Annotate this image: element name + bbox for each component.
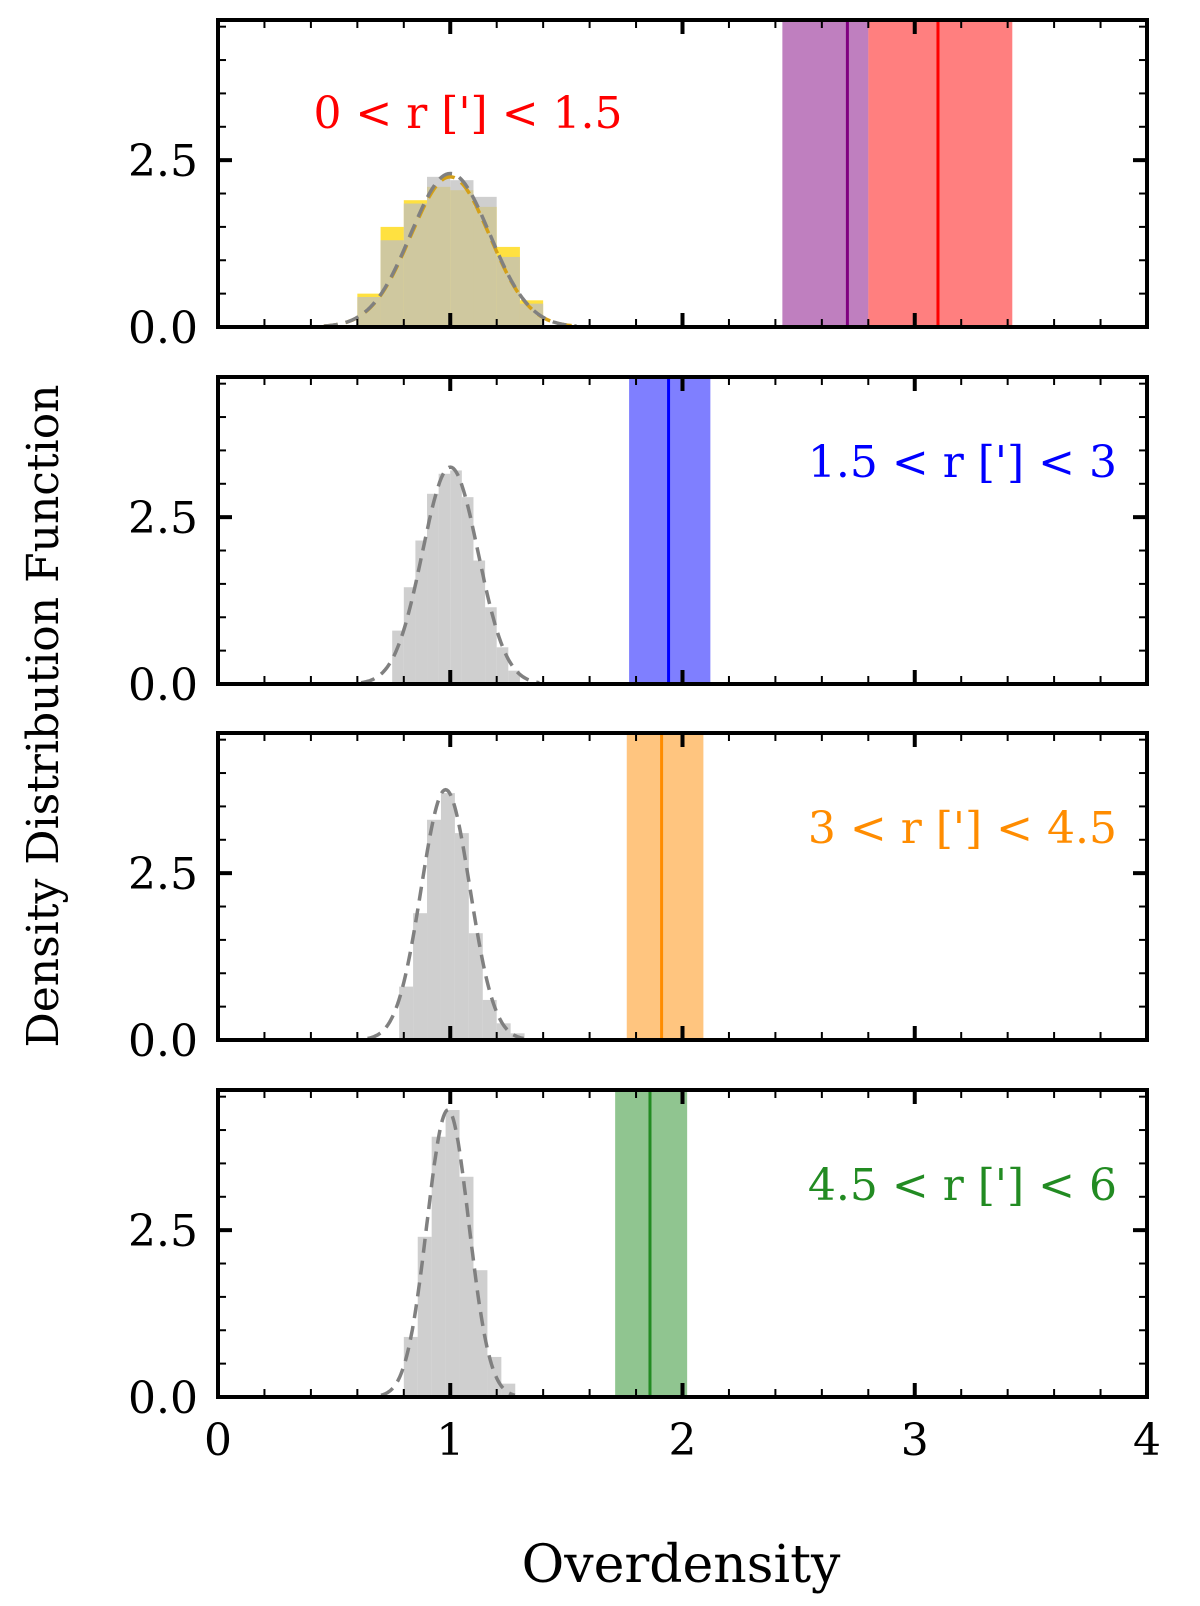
x-tick-label: 4 <box>1133 1415 1161 1466</box>
plot-area <box>380 1090 688 1397</box>
histogram-bar <box>427 819 441 1040</box>
band-range <box>868 20 1013 327</box>
y-tick-label: 2.5 <box>128 1206 198 1257</box>
x-tick-label: 0 <box>204 1415 232 1466</box>
y-tick-label: 0.0 <box>128 303 198 354</box>
histogram-bar <box>392 630 404 684</box>
y-axis-title: Density Distribution Function <box>18 384 69 1047</box>
histogram-bar <box>473 560 486 684</box>
y-tick-label: 0.0 <box>128 1373 198 1424</box>
histogram-bar <box>417 1236 432 1397</box>
panel-2: 0.0 2.5 1.5 < r ['] < 3 <box>128 375 1149 711</box>
y-tick-label: 0.0 <box>128 660 198 711</box>
histogram-bar <box>427 493 439 684</box>
density-curve <box>323 171 577 327</box>
band-range <box>782 20 869 327</box>
y-tick-label: 2.5 <box>128 493 198 544</box>
histogram-bar <box>482 999 497 1040</box>
histogram-bar <box>357 296 381 327</box>
panel-3: 0.0 2.5 3 < r ['] < 4.5 <box>128 731 1149 1067</box>
panels: 0.0 2.5 0 < r ['] < 1.5 0.0 2.5 1.5 < r ['] <… <box>128 18 1161 1466</box>
histogram-bar <box>454 833 469 1040</box>
plot-area <box>360 377 711 684</box>
plot-area <box>367 733 704 1040</box>
x-axis-title: Overdensity <box>522 1535 841 1595</box>
panel-1: 0.0 2.5 0 < r ['] < 1.5 <box>128 18 1149 354</box>
histogram-bar <box>508 670 520 684</box>
y-tick-label: 2.5 <box>128 136 198 187</box>
histogram-bar <box>403 1336 418 1397</box>
histogram-bar <box>403 587 416 684</box>
x-tick-label: 3 <box>901 1415 929 1466</box>
histogram-bar <box>450 470 462 684</box>
histogram-bar <box>440 793 455 1040</box>
histogram-bar <box>427 176 451 327</box>
histogram-bar <box>413 913 428 1040</box>
density-curve <box>380 1108 516 1397</box>
plot-area <box>323 20 1013 327</box>
histogram-bar <box>403 203 428 327</box>
histogram-bar <box>473 1270 488 1397</box>
density-curve <box>360 465 540 684</box>
histogram-bar <box>399 986 414 1040</box>
histogram-bar <box>468 933 483 1040</box>
histogram-bar <box>450 180 474 327</box>
density-curve <box>367 787 524 1040</box>
x-tick-label: 2 <box>669 1415 697 1466</box>
histogram-bar <box>473 196 497 327</box>
histogram-bar <box>415 540 428 684</box>
histogram-bar <box>380 240 404 327</box>
histogram-bar <box>431 1136 446 1397</box>
histogram-bar <box>496 256 520 327</box>
x-tick-label: 1 <box>436 1415 464 1466</box>
histogram-bar <box>445 1110 460 1397</box>
y-tick-label: 2.5 <box>128 849 198 900</box>
histogram-bar <box>438 473 451 684</box>
panel-annotation: 0 < r ['] < 1.5 <box>313 88 622 139</box>
panel-4: 0.0 2.5 4.5 < r ['] < 6 0 1 2 3 4 <box>128 1088 1161 1466</box>
panel-annotation: 4.5 < r ['] < 6 <box>808 1160 1117 1211</box>
y-tick-label: 0.0 <box>128 1016 198 1067</box>
panel-annotation: 3 < r ['] < 4.5 <box>808 803 1117 854</box>
histogram-bar <box>519 303 544 327</box>
histogram-bar <box>461 497 474 684</box>
panel-annotation: 1.5 < r ['] < 3 <box>808 437 1117 488</box>
band-range <box>626 733 704 1040</box>
histogram-bar <box>485 607 497 684</box>
histogram-bar <box>496 647 509 684</box>
